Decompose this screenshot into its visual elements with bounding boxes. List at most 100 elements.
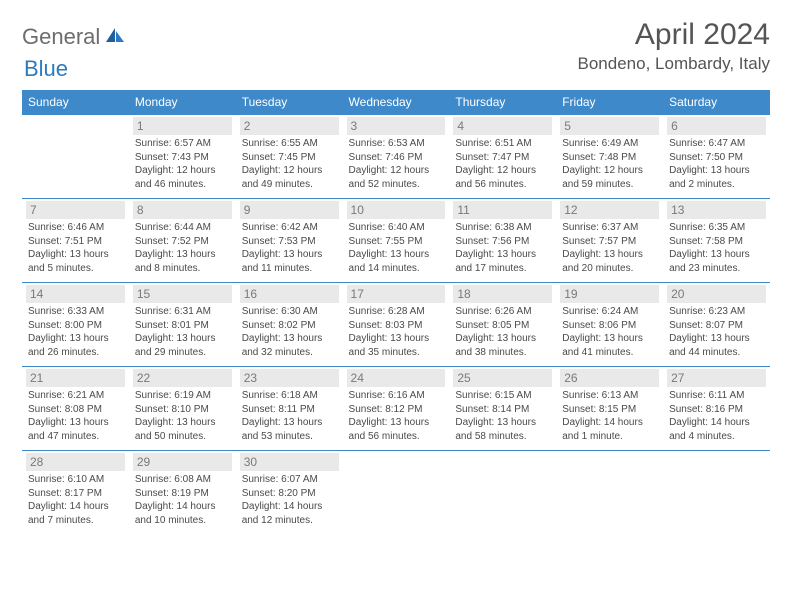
sunrise-text: Sunrise: 6:08 AM: [135, 473, 230, 487]
day-number: 5: [560, 117, 659, 135]
sunset-text: Sunset: 8:06 PM: [562, 319, 657, 333]
calendar-week-row: 14Sunrise: 6:33 AMSunset: 8:00 PMDayligh…: [22, 283, 770, 367]
sunset-text: Sunset: 8:01 PM: [135, 319, 230, 333]
sunset-text: Sunset: 8:19 PM: [135, 487, 230, 501]
day-number: 4: [453, 117, 552, 135]
sunrise-text: Sunrise: 6:15 AM: [455, 389, 550, 403]
daylight-text: Daylight: 13 hours and 44 minutes.: [669, 332, 764, 359]
sunset-text: Sunset: 7:43 PM: [135, 151, 230, 165]
daylight-text: Daylight: 13 hours and 29 minutes.: [135, 332, 230, 359]
sunrise-text: Sunrise: 6:07 AM: [242, 473, 337, 487]
brand-part1: General: [22, 24, 100, 50]
daylight-text: Daylight: 13 hours and 5 minutes.: [28, 248, 123, 275]
calendar-cell: 18Sunrise: 6:26 AMSunset: 8:05 PMDayligh…: [449, 283, 556, 367]
calendar-cell: [663, 451, 770, 535]
day-number: 7: [26, 201, 125, 219]
weekday-header-row: Sunday Monday Tuesday Wednesday Thursday…: [22, 90, 770, 115]
sunrise-text: Sunrise: 6:53 AM: [349, 137, 444, 151]
sunrise-text: Sunrise: 6:44 AM: [135, 221, 230, 235]
sunset-text: Sunset: 7:53 PM: [242, 235, 337, 249]
calendar-cell: 26Sunrise: 6:13 AMSunset: 8:15 PMDayligh…: [556, 367, 663, 451]
sunrise-text: Sunrise: 6:11 AM: [669, 389, 764, 403]
calendar-week-row: 7Sunrise: 6:46 AMSunset: 7:51 PMDaylight…: [22, 199, 770, 283]
sunrise-text: Sunrise: 6:46 AM: [28, 221, 123, 235]
calendar-cell: 2Sunrise: 6:55 AMSunset: 7:45 PMDaylight…: [236, 115, 343, 199]
calendar-cell: [22, 115, 129, 199]
sunrise-text: Sunrise: 6:30 AM: [242, 305, 337, 319]
weekday-header: Tuesday: [236, 90, 343, 115]
sunrise-text: Sunrise: 6:16 AM: [349, 389, 444, 403]
brand-logo: General: [22, 18, 128, 50]
sunset-text: Sunset: 8:07 PM: [669, 319, 764, 333]
sunrise-text: Sunrise: 6:33 AM: [28, 305, 123, 319]
sunset-text: Sunset: 7:58 PM: [669, 235, 764, 249]
brand-sail-icon: [104, 26, 126, 49]
sunrise-text: Sunrise: 6:28 AM: [349, 305, 444, 319]
sunrise-text: Sunrise: 6:13 AM: [562, 389, 657, 403]
calendar-week-row: 1Sunrise: 6:57 AMSunset: 7:43 PMDaylight…: [22, 115, 770, 199]
calendar-grid: Sunday Monday Tuesday Wednesday Thursday…: [22, 90, 770, 535]
calendar-cell: [449, 451, 556, 535]
day-info: Sunrise: 6:31 AMSunset: 8:01 PMDaylight:…: [133, 305, 232, 359]
sunset-text: Sunset: 8:17 PM: [28, 487, 123, 501]
daylight-text: Daylight: 12 hours and 56 minutes.: [455, 164, 550, 191]
day-info: Sunrise: 6:35 AMSunset: 7:58 PMDaylight:…: [667, 221, 766, 275]
calendar-week-row: 21Sunrise: 6:21 AMSunset: 8:08 PMDayligh…: [22, 367, 770, 451]
calendar-cell: 15 Sunrise: 6:31 AMSunset: 8:01 PMDayligh…: [129, 283, 236, 367]
calendar-cell: 16Sunrise: 6:30 AMSunset: 8:02 PMDayligh…: [236, 283, 343, 367]
calendar-page: General April 2024 Bondeno, Lombardy, It…: [0, 0, 792, 553]
sunrise-text: Sunrise: 6:23 AM: [669, 305, 764, 319]
sunset-text: Sunset: 7:47 PM: [455, 151, 550, 165]
day-number: 10: [347, 201, 446, 219]
day-info: Sunrise: 6:46 AMSunset: 7:51 PMDaylight:…: [26, 221, 125, 275]
calendar-cell: 27Sunrise: 6:11 AMSunset: 8:16 PMDayligh…: [663, 367, 770, 451]
day-info: Sunrise: 6:28 AMSunset: 8:03 PMDaylight:…: [347, 305, 446, 359]
daylight-text: Daylight: 12 hours and 59 minutes.: [562, 164, 657, 191]
day-number: 29: [133, 453, 232, 471]
day-info: Sunrise: 6:23 AMSunset: 8:07 PMDaylight:…: [667, 305, 766, 359]
sunset-text: Sunset: 8:10 PM: [135, 403, 230, 417]
calendar-cell: 30Sunrise: 6:07 AMSunset: 8:20 PMDayligh…: [236, 451, 343, 535]
day-info: Sunrise: 6:49 AMSunset: 7:48 PMDaylight:…: [560, 137, 659, 191]
daylight-text: Daylight: 13 hours and 47 minutes.: [28, 416, 123, 443]
daylight-text: Daylight: 12 hours and 49 minutes.: [242, 164, 337, 191]
sunset-text: Sunset: 8:03 PM: [349, 319, 444, 333]
day-number: 17: [347, 285, 446, 303]
sunset-text: Sunset: 8:05 PM: [455, 319, 550, 333]
title-block: April 2024 Bondeno, Lombardy, Italy: [578, 18, 770, 74]
day-number: 20: [667, 285, 766, 303]
day-number: 19: [560, 285, 659, 303]
sunrise-text: Sunrise: 6:38 AM: [455, 221, 550, 235]
day-number: 24: [347, 369, 446, 387]
day-info: Sunrise: 6:51 AMSunset: 7:47 PMDaylight:…: [453, 137, 552, 191]
calendar-cell: 4 Sunrise: 6:51 AMSunset: 7:47 PMDaylight…: [449, 115, 556, 199]
day-number: 2: [240, 117, 339, 135]
sunset-text: Sunset: 7:52 PM: [135, 235, 230, 249]
day-info: Sunrise: 6:42 AMSunset: 7:53 PMDaylight:…: [240, 221, 339, 275]
day-number: 3: [347, 117, 446, 135]
weekday-header: Sunday: [22, 90, 129, 115]
daylight-text: Daylight: 13 hours and 56 minutes.: [349, 416, 444, 443]
day-info: Sunrise: 6:33 AMSunset: 8:00 PMDaylight:…: [26, 305, 125, 359]
day-number: 15: [133, 285, 232, 303]
sunrise-text: Sunrise: 6:40 AM: [349, 221, 444, 235]
calendar-cell: 23Sunrise: 6:18 AMSunset: 8:11 PMDayligh…: [236, 367, 343, 451]
day-number: 1: [133, 117, 232, 135]
sunrise-text: Sunrise: 6:19 AM: [135, 389, 230, 403]
day-number: 13: [667, 201, 766, 219]
sunset-text: Sunset: 8:15 PM: [562, 403, 657, 417]
day-info: Sunrise: 6:44 AMSunset: 7:52 PMDaylight:…: [133, 221, 232, 275]
sunrise-text: Sunrise: 6:42 AM: [242, 221, 337, 235]
sunset-text: Sunset: 7:51 PM: [28, 235, 123, 249]
daylight-text: Daylight: 14 hours and 10 minutes.: [135, 500, 230, 527]
calendar-cell: [343, 451, 450, 535]
daylight-text: Daylight: 13 hours and 17 minutes.: [455, 248, 550, 275]
weekday-header: Wednesday: [343, 90, 450, 115]
calendar-cell: 22Sunrise: 6:19 AMSunset: 8:10 PMDayligh…: [129, 367, 236, 451]
calendar-cell: 12Sunrise: 6:37 AMSunset: 7:57 PMDayligh…: [556, 199, 663, 283]
sunset-text: Sunset: 8:11 PM: [242, 403, 337, 417]
sunset-text: Sunset: 7:56 PM: [455, 235, 550, 249]
day-info: Sunrise: 6:30 AMSunset: 8:02 PMDaylight:…: [240, 305, 339, 359]
day-number: 11: [453, 201, 552, 219]
sunrise-text: Sunrise: 6:35 AM: [669, 221, 764, 235]
